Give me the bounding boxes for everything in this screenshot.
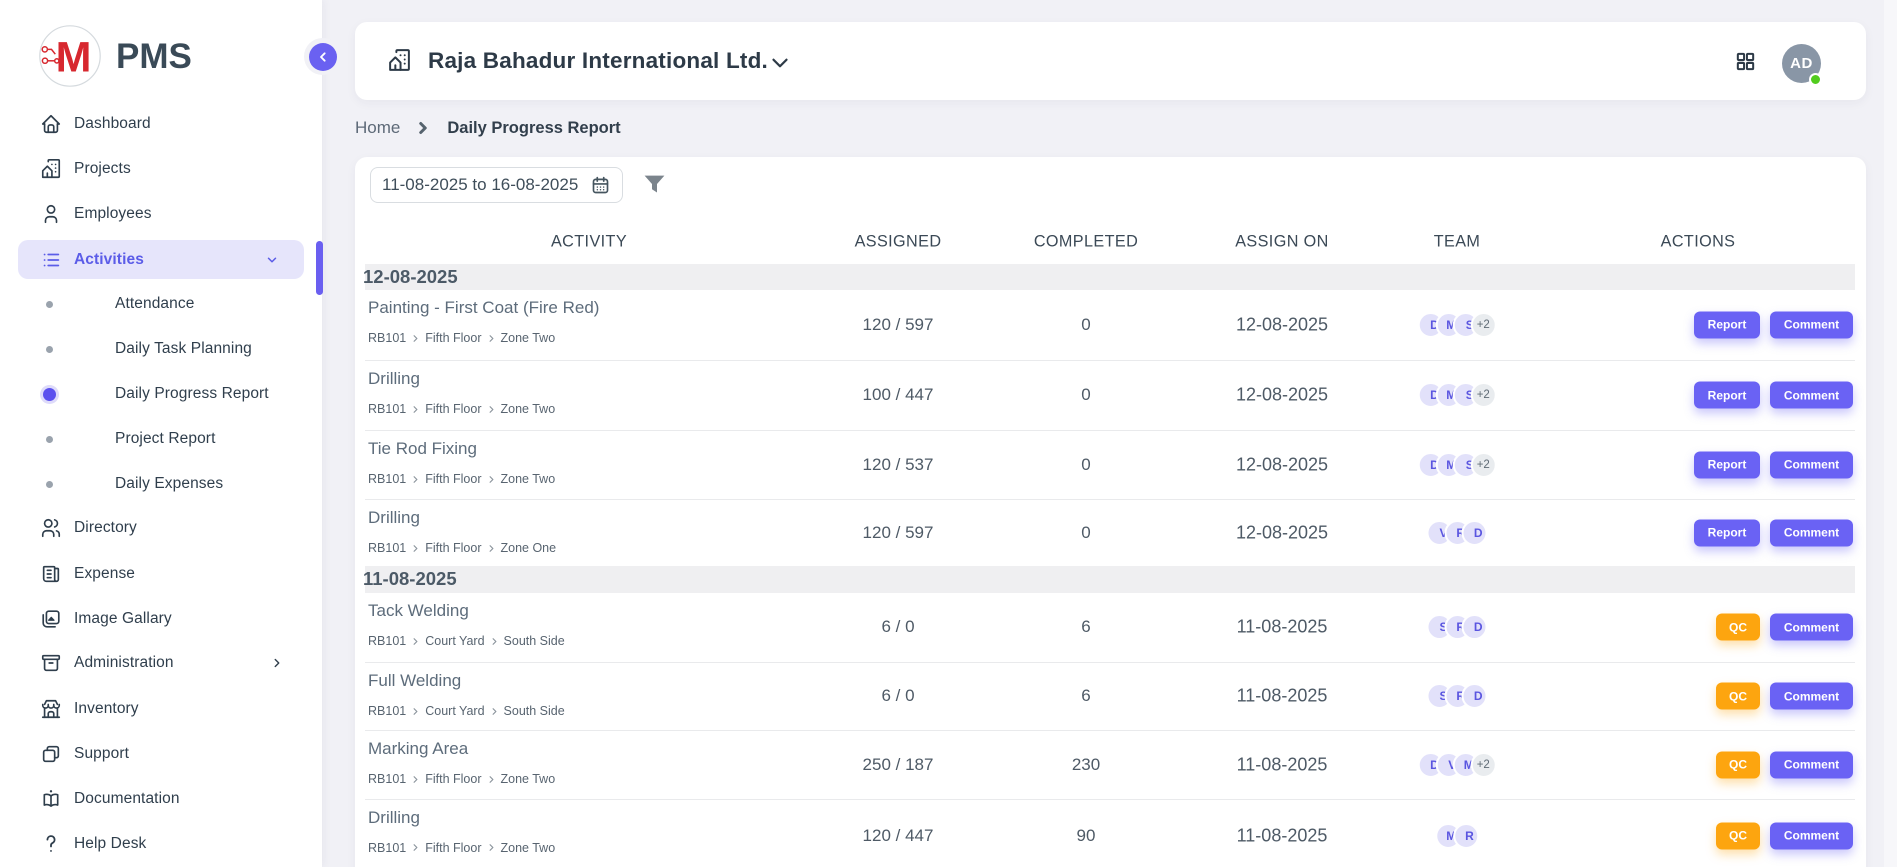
svg-text:M: M (56, 34, 92, 82)
